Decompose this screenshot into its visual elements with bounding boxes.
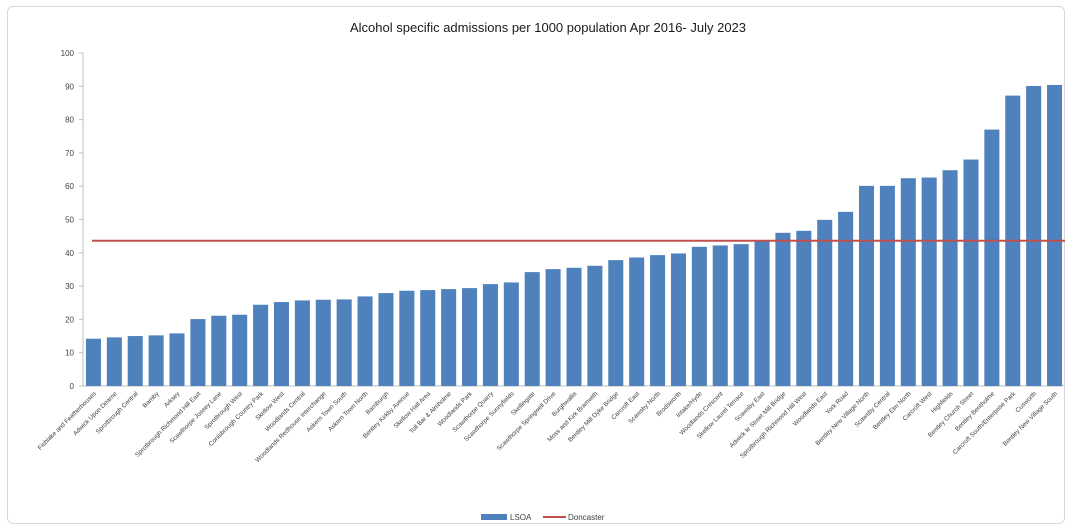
bar (691, 246, 707, 386)
bar (670, 253, 686, 386)
bar (106, 337, 122, 386)
x-tick-label: Bentley Elm North (872, 390, 913, 431)
bar (462, 288, 478, 386)
y-tick-label: 70 (65, 149, 74, 158)
bar (169, 333, 185, 386)
bar (357, 296, 373, 386)
bar (921, 177, 937, 386)
bar (587, 265, 603, 386)
bar (273, 302, 290, 386)
bar (378, 293, 394, 386)
bar (190, 319, 206, 386)
bar (838, 211, 854, 386)
bar (754, 240, 770, 386)
bar (817, 219, 833, 386)
y-tick-label: 10 (65, 349, 74, 358)
bar (1047, 84, 1063, 386)
bar (232, 314, 248, 386)
chart-title: Alcohol specific admissions per 1000 pop… (350, 20, 746, 35)
y-tick-label: 20 (65, 315, 74, 324)
bar (858, 185, 875, 386)
bar (733, 244, 749, 386)
y-tick-label: 80 (65, 116, 74, 125)
bar (1026, 85, 1042, 386)
bar (942, 170, 958, 386)
bar (127, 336, 143, 386)
bar (900, 178, 916, 386)
bar (482, 284, 498, 386)
y-tick-label: 100 (61, 49, 75, 58)
bar (294, 300, 310, 386)
y-tick-label: 40 (65, 249, 74, 258)
x-tick-label: Barnby (141, 390, 161, 410)
x-tick-label: Arksey (163, 390, 182, 409)
bar (85, 338, 101, 386)
bar (796, 230, 812, 386)
y-tick-label: 90 (65, 82, 74, 91)
y-tick-label: 30 (65, 282, 74, 291)
bar (441, 289, 457, 386)
legend: LSOA Doncaster (481, 513, 605, 522)
x-tick-label: Askern Town North (327, 390, 370, 433)
bar (399, 290, 415, 386)
bar (420, 290, 436, 386)
bar (545, 269, 561, 386)
y-tick-label: 50 (65, 216, 74, 225)
bar (984, 129, 1000, 386)
y-tick-label: 0 (70, 382, 75, 391)
legend-doncaster-label: Doncaster (568, 513, 605, 522)
y-tick-label: 60 (65, 182, 74, 191)
x-tick-label: Sprotbrough Central (95, 390, 140, 435)
bar (629, 257, 645, 386)
bar (211, 315, 227, 386)
bar (650, 255, 666, 386)
bar (775, 232, 791, 386)
x-tick-label: Skellow Hall Area (393, 390, 433, 430)
bar (566, 267, 582, 386)
bar (315, 299, 331, 386)
legend-lsoa-label: LSOA (510, 513, 532, 522)
bar (148, 335, 164, 386)
bar-series (85, 84, 1063, 387)
bar (879, 185, 895, 386)
x-tick-label: Sprotbrough West (203, 390, 244, 431)
bar (712, 245, 728, 386)
legend-lsoa-swatch (481, 514, 507, 520)
bar (524, 272, 540, 386)
bar (608, 260, 624, 386)
bar (253, 304, 269, 386)
bar (963, 159, 979, 386)
bar (336, 299, 352, 386)
bar (503, 282, 519, 386)
